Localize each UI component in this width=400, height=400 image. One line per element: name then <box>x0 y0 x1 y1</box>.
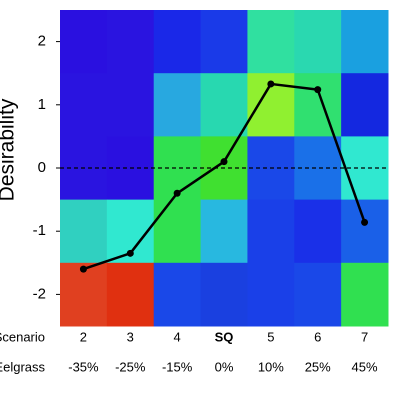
heatmap-cell <box>247 10 295 74</box>
heatmap-cell <box>341 10 389 74</box>
heatmap-cell <box>341 262 389 327</box>
heatmap-cell <box>200 10 248 74</box>
heatmap-cell <box>60 262 108 327</box>
point <box>79 265 87 273</box>
point <box>267 80 275 88</box>
y-axis-label: Desirability <box>0 98 19 201</box>
eelgrass-label: 10% <box>258 359 284 374</box>
heatmap-cell <box>60 73 108 137</box>
point <box>314 86 322 94</box>
x-tick-label: 3 <box>127 329 134 344</box>
heatmap-cell <box>153 199 202 264</box>
point <box>126 249 134 257</box>
x-tick-label: 4 <box>174 329 181 344</box>
x-tick-label: 6 <box>314 329 321 344</box>
heatmap-cell <box>106 10 155 74</box>
heatmap-cell <box>294 199 342 264</box>
y-tick-label: 1 <box>38 96 46 113</box>
heatmap-cell <box>106 262 155 327</box>
heatmap-cell <box>200 73 248 137</box>
row-label: Scenario <box>0 329 45 344</box>
heatmap-cell <box>153 262 202 327</box>
heatmap-cell <box>60 199 108 264</box>
point <box>173 189 181 197</box>
y-tick-label: -2 <box>33 285 46 302</box>
eelgrass-label: 0% <box>215 359 234 374</box>
heatmap-cell <box>294 10 342 74</box>
heatmap-cell <box>247 262 295 327</box>
heatmap-cell <box>294 73 342 137</box>
heatmap-cell <box>247 199 295 264</box>
eelgrass-label: -35% <box>68 359 99 374</box>
heatmap-cell <box>200 199 248 264</box>
x-tick-label: 5 <box>267 329 274 344</box>
x-tick-label: SQ <box>215 329 234 344</box>
eelgrass-label: -25% <box>115 359 146 374</box>
heatmap-cell <box>294 262 342 327</box>
heatmap-cell <box>153 73 202 137</box>
point <box>361 218 369 226</box>
x-tick-label: 2 <box>80 329 87 344</box>
heatmap-cell <box>341 199 389 264</box>
point <box>220 158 228 166</box>
heatmap-cell <box>60 10 108 74</box>
eelgrass-label: 25% <box>305 359 331 374</box>
eelgrass-label: 45% <box>352 359 378 374</box>
heatmap-cell <box>341 73 389 137</box>
heatmap-cell <box>200 262 248 327</box>
x-tick-label: 7 <box>361 329 368 344</box>
heatmap-cell <box>106 73 155 137</box>
eelgrass-label: -15% <box>162 359 193 374</box>
heatmap-cell <box>153 10 202 74</box>
y-tick-label: 2 <box>38 33 46 50</box>
row-label: Eelgrass <box>0 359 46 374</box>
y-tick-label: -1 <box>33 222 46 239</box>
y-tick-label: 0 <box>38 159 46 176</box>
